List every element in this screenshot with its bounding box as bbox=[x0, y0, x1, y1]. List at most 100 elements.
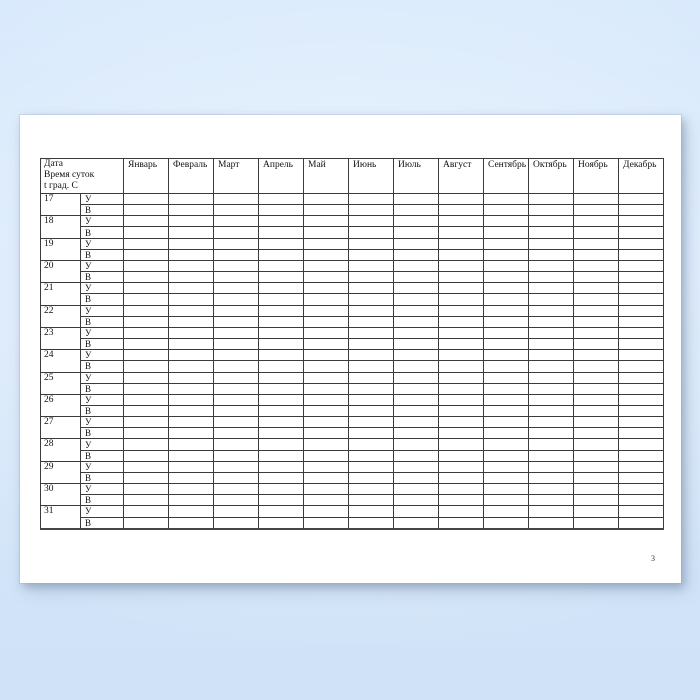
time-of-day-cell: В bbox=[79, 449, 125, 462]
month-header-november: Ноябрь bbox=[573, 158, 620, 194]
temperature-value-cell bbox=[258, 449, 305, 462]
temperature-value-cell bbox=[213, 427, 260, 440]
time-of-day-cell: У bbox=[79, 304, 125, 317]
temperature-value-cell bbox=[348, 282, 395, 295]
day-number-cell: 26 bbox=[40, 393, 81, 418]
temperature-value-cell bbox=[438, 505, 485, 518]
temperature-value-cell bbox=[168, 326, 215, 340]
temperature-value-cell bbox=[348, 371, 395, 384]
temperature-value-cell bbox=[393, 282, 440, 295]
temperature-value-cell bbox=[168, 304, 215, 317]
temperature-value-cell bbox=[168, 393, 215, 406]
temperature-value-cell bbox=[123, 494, 170, 507]
temperature-value-cell bbox=[528, 460, 575, 473]
temperature-value-cell bbox=[528, 438, 575, 451]
temperature-value-cell bbox=[438, 282, 485, 295]
temperature-value-cell bbox=[618, 449, 665, 462]
day-number-cell: 25 bbox=[40, 371, 81, 395]
temperature-value-cell bbox=[528, 237, 575, 250]
temperature-value-cell bbox=[123, 282, 170, 295]
temperature-value-cell bbox=[483, 360, 530, 373]
temperature-value-cell bbox=[213, 460, 260, 473]
temperature-value-cell bbox=[483, 427, 530, 440]
temperature-value-cell bbox=[393, 404, 440, 418]
temperature-value-cell bbox=[303, 427, 350, 440]
temperature-value-cell bbox=[213, 304, 260, 317]
temperature-value-cell bbox=[348, 427, 395, 440]
temperature-value-cell bbox=[258, 326, 305, 340]
month-header-may: Май bbox=[303, 158, 350, 194]
temperature-value-cell bbox=[348, 516, 395, 530]
temperature-value-cell bbox=[258, 427, 305, 440]
temperature-value-cell bbox=[573, 204, 620, 217]
temperature-value-cell bbox=[258, 505, 305, 518]
temperature-value-cell bbox=[303, 371, 350, 384]
day-row: 31 У bbox=[40, 505, 665, 530]
temperature-value-cell bbox=[573, 315, 620, 328]
temperature-value-cell bbox=[618, 360, 665, 373]
temperature-value-cell bbox=[438, 393, 485, 406]
temperature-value-cell bbox=[348, 449, 395, 462]
temperature-value-cell bbox=[303, 192, 350, 206]
temperature-value-cell bbox=[573, 360, 620, 373]
temperature-value-cell bbox=[213, 471, 260, 485]
temperature-value-cell bbox=[168, 371, 215, 384]
temperature-value-cell bbox=[438, 304, 485, 317]
temperature-value-cell bbox=[303, 215, 350, 228]
temperature-value-cell bbox=[573, 371, 620, 384]
temperature-value-cell bbox=[348, 237, 395, 250]
temperature-value-cell bbox=[393, 271, 440, 284]
temperature-value-cell bbox=[618, 416, 665, 429]
temperature-value-cell bbox=[528, 326, 575, 340]
temperature-value-cell bbox=[123, 371, 170, 384]
temperature-value-cell bbox=[168, 204, 215, 217]
temperature-value-cell bbox=[213, 349, 260, 362]
temperature-value-cell bbox=[348, 248, 395, 261]
temperature-value-cell bbox=[123, 438, 170, 451]
temperature-value-cell bbox=[528, 215, 575, 228]
temperature-value-cell bbox=[348, 315, 395, 328]
temperature-value-cell bbox=[123, 471, 170, 485]
temperature-value-cell bbox=[303, 416, 350, 429]
temperature-value-cell bbox=[618, 226, 665, 239]
temperature-value-cell bbox=[123, 393, 170, 406]
temperature-value-cell bbox=[438, 315, 485, 328]
day-number-cell: 18 bbox=[40, 215, 81, 239]
day-row: В bbox=[41, 427, 665, 440]
temperature-value-cell bbox=[573, 349, 620, 362]
temperature-value-cell bbox=[213, 293, 260, 306]
day-row: В bbox=[41, 226, 665, 239]
temperature-value-cell bbox=[393, 471, 440, 485]
page-number: 3 bbox=[651, 554, 655, 563]
temperature-value-cell bbox=[303, 471, 350, 485]
temperature-value-cell bbox=[123, 505, 170, 518]
temperature-value-cell bbox=[573, 215, 620, 228]
temperature-value-cell bbox=[168, 215, 215, 228]
temperature-value-cell bbox=[123, 237, 170, 250]
temperature-value-cell bbox=[393, 349, 440, 362]
temperature-value-cell bbox=[348, 204, 395, 217]
temperature-value-cell bbox=[258, 204, 305, 217]
temperature-value-cell bbox=[123, 304, 170, 317]
temperature-value-cell bbox=[348, 259, 395, 273]
temperature-value-cell bbox=[438, 326, 485, 340]
temperature-value-cell bbox=[258, 315, 305, 328]
temperature-value-cell bbox=[123, 516, 170, 530]
temperature-value-cell bbox=[438, 438, 485, 451]
temperature-value-cell bbox=[573, 416, 620, 429]
temperature-value-cell bbox=[168, 349, 215, 362]
temperature-value-cell bbox=[123, 293, 170, 306]
time-of-day-cell: У bbox=[79, 282, 125, 295]
day-row: В bbox=[41, 494, 665, 507]
temperature-value-cell bbox=[528, 271, 575, 284]
time-of-day-cell: У bbox=[79, 371, 125, 384]
day-number-cell: 24 bbox=[40, 349, 81, 373]
temperature-value-cell bbox=[258, 393, 305, 406]
temperature-value-cell bbox=[573, 505, 620, 518]
temperature-value-cell bbox=[618, 248, 665, 261]
temperature-value-cell bbox=[258, 248, 305, 261]
day-row: 27 У bbox=[40, 416, 665, 440]
table-header-row: Дата Время суток t град. С Январь Феврал… bbox=[39, 158, 665, 194]
temperature-value-cell bbox=[483, 505, 530, 518]
temperature-value-cell bbox=[123, 215, 170, 228]
